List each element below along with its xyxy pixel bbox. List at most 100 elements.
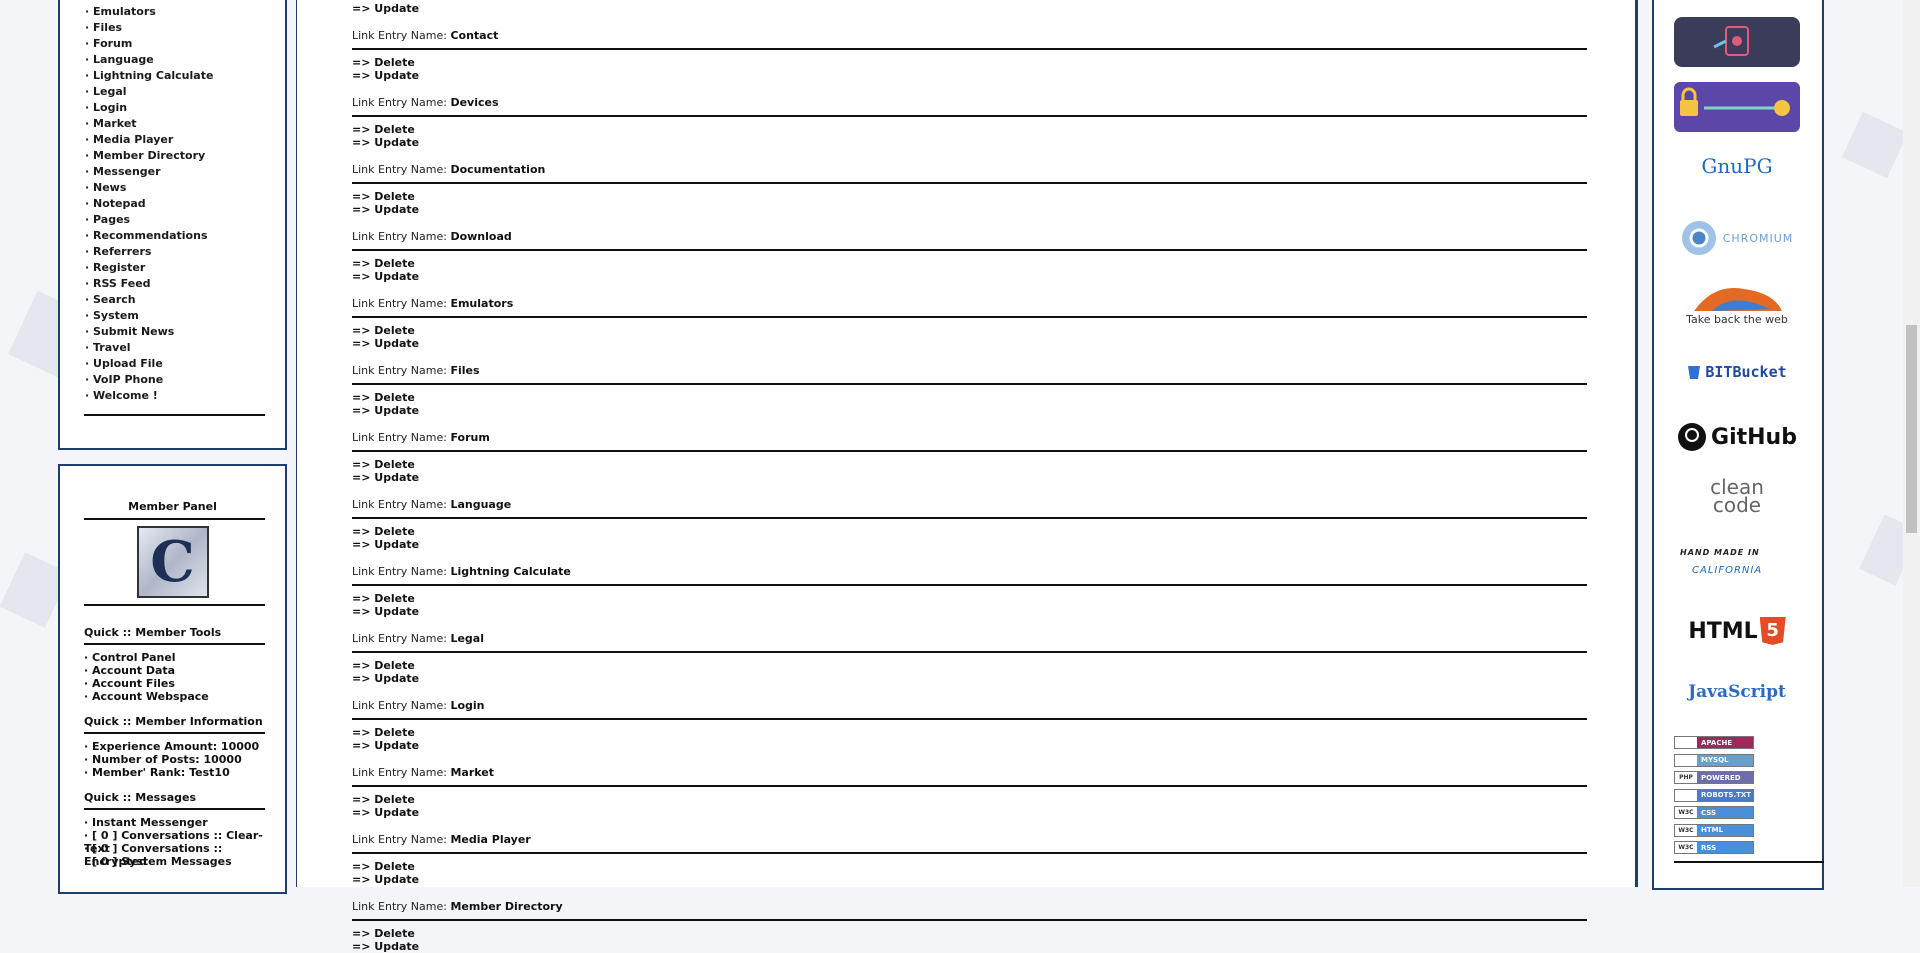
- delete-link[interactable]: => Delete: [352, 123, 415, 136]
- clean-code-badge[interactable]: clean code: [1674, 477, 1800, 526]
- delete-link[interactable]: => Delete: [352, 525, 415, 538]
- delete-link[interactable]: => Delete: [352, 793, 415, 806]
- update-link[interactable]: => Update: [352, 404, 420, 417]
- html5-badge[interactable]: HTML 5: [1674, 614, 1800, 648]
- update-link[interactable]: => Update: [352, 69, 420, 82]
- link-entry: Link Entry Name: Emulators => Delete => Up…: [352, 297, 1587, 350]
- delete-link[interactable]: => Delete: [352, 458, 415, 471]
- member-tool-link[interactable]: · Account Data: [84, 664, 176, 677]
- nav-link[interactable]: · Notepad: [85, 197, 146, 210]
- link-entry-label: Link Entry Name:: [352, 565, 447, 578]
- update-link[interactable]: => Update: [352, 136, 420, 149]
- link-entry-name: Link Entry Name: Documentation: [352, 163, 1587, 177]
- delete-link[interactable]: => Delete: [352, 860, 415, 873]
- nav-link[interactable]: · Login: [85, 101, 128, 114]
- nav-link[interactable]: · Member Directory: [85, 149, 206, 162]
- nav-link[interactable]: · Recommendations: [85, 229, 208, 242]
- update-link[interactable]: => Update: [352, 605, 420, 618]
- nav-link[interactable]: · Messenger: [85, 165, 161, 178]
- mini-badge[interactable]: ROBOTS.TXT: [1674, 788, 1754, 802]
- bitbucket-icon: [1688, 366, 1701, 379]
- firefox-badge[interactable]: Take back the web: [1674, 283, 1800, 329]
- link-entry-name: Link Entry Name: Emulators: [352, 297, 1587, 311]
- scrollbar-thumb[interactable]: [1906, 325, 1917, 533]
- link-entry: Link Entry Name: Files => Delete => Update: [352, 364, 1587, 417]
- member-info-item: · Number of Posts: 10000: [84, 753, 242, 766]
- nav-link[interactable]: · RSS Feed: [85, 277, 151, 290]
- chromium-badge[interactable]: CHROMIUM: [1674, 216, 1800, 260]
- delete-link[interactable]: => Delete: [352, 659, 415, 672]
- nav-link[interactable]: · Welcome !: [85, 389, 158, 402]
- mini-badge-right: MYSQL: [1697, 754, 1753, 766]
- update-link[interactable]: => Update: [352, 739, 420, 752]
- mini-badge[interactable]: PHP POWERED: [1674, 771, 1754, 784]
- encryption-badge[interactable]: [1674, 82, 1800, 132]
- security-badge[interactable]: [1674, 17, 1800, 67]
- message-link[interactable]: · [ 0 ] Conversations :: Clear-Text: [84, 829, 263, 855]
- delete-link[interactable]: => Delete: [352, 257, 415, 270]
- nav-link[interactable]: · Register: [85, 261, 146, 274]
- github-badge[interactable]: GitHub: [1674, 420, 1800, 454]
- member-info-item: · Member' Rank: Test10: [84, 766, 230, 779]
- nav-link[interactable]: · Language: [85, 53, 154, 66]
- message-link[interactable]: · [ 0 ] Conversations :: Encrypted: [84, 842, 223, 868]
- message-link[interactable]: · [ 0 ] System Messages: [84, 855, 232, 868]
- nav-link[interactable]: · System: [85, 309, 139, 322]
- delete-link[interactable]: => Delete: [352, 324, 415, 337]
- nav-link[interactable]: · Lightning Calculate: [85, 69, 214, 82]
- member-tool-link[interactable]: · Account Files: [84, 677, 175, 690]
- update-link[interactable]: => Update: [352, 806, 420, 819]
- mini-badge-right: HTML: [1697, 824, 1753, 836]
- update-link[interactable]: => Update: [352, 203, 420, 216]
- mini-badge[interactable]: APACHE: [1674, 736, 1754, 749]
- nav-link[interactable]: · Travel: [85, 341, 131, 354]
- delete-link[interactable]: => Delete: [352, 56, 415, 69]
- member-tool-link[interactable]: · Account Webspace: [84, 690, 209, 703]
- avatar[interactable]: C: [136, 526, 209, 598]
- member-tool-link[interactable]: · Control Panel: [84, 651, 176, 664]
- nav-link[interactable]: · Referrers: [85, 245, 152, 258]
- link-entry-label: Link Entry Name:: [352, 29, 447, 42]
- delete-link[interactable]: => Delete: [352, 391, 415, 404]
- main-content: => Update Link Entry Name: Contact => Del…: [296, 0, 1638, 953]
- delete-link[interactable]: => Delete: [352, 190, 415, 203]
- mini-badge[interactable]: W3C HTML: [1674, 823, 1754, 837]
- divider: [84, 643, 265, 645]
- update-link[interactable]: => Update: [352, 270, 420, 283]
- bitbucket-badge[interactable]: BITBucket: [1674, 360, 1800, 384]
- nav-link[interactable]: · News: [85, 181, 127, 194]
- update-link[interactable]: => Update: [352, 672, 420, 685]
- javascript-badge[interactable]: JavaScript: [1674, 672, 1800, 712]
- mini-badge[interactable]: W3C CSS: [1674, 806, 1754, 819]
- nav-link[interactable]: · Market: [85, 117, 137, 130]
- nav-link[interactable]: · Legal: [85, 85, 127, 98]
- nav-link[interactable]: · Submit News: [85, 325, 175, 338]
- delete-link[interactable]: => Delete: [352, 927, 415, 940]
- delete-link[interactable]: => Delete: [352, 726, 415, 739]
- page-scrollbar[interactable]: [1903, 0, 1920, 887]
- mini-badge[interactable]: MYSQL: [1674, 753, 1754, 767]
- update-link[interactable]: => Update: [352, 873, 420, 886]
- update-link[interactable]: => Update: [352, 337, 420, 350]
- nav-link[interactable]: · Media Player: [85, 133, 174, 146]
- update-link[interactable]: => Update: [352, 538, 420, 551]
- nav-link[interactable]: · Files: [85, 21, 123, 34]
- link-entry: Link Entry Name: Language => Delete => Upd…: [352, 498, 1587, 551]
- message-link[interactable]: · Instant Messenger: [84, 816, 208, 829]
- nav-link[interactable]: · VoIP Phone: [85, 373, 164, 386]
- nav-link[interactable]: · Search: [85, 293, 136, 306]
- delete-link[interactable]: => Delete: [352, 592, 415, 605]
- gnupg-logo: GnuPG: [1701, 154, 1773, 178]
- nav-link[interactable]: · Pages: [85, 213, 131, 226]
- update-link[interactable]: => Update: [352, 471, 420, 484]
- update-link[interactable]: => Update: [352, 940, 420, 953]
- update-link[interactable]: => Update: [352, 2, 420, 15]
- handmade-badge[interactable]: HAND MADE IN CALIFORNIA: [1674, 548, 1800, 594]
- nav-link[interactable]: · Forum: [85, 37, 133, 50]
- mini-badge[interactable]: W3C RSS: [1674, 841, 1754, 854]
- link-entry-name: Link Entry Name: Devices: [352, 96, 1587, 110]
- nav-link[interactable]: · Upload File: [85, 357, 163, 370]
- mini-badge-right: APACHE: [1697, 737, 1753, 748]
- gnupg-badge[interactable]: GnuPG: [1674, 154, 1800, 194]
- nav-link[interactable]: · Emulators: [85, 5, 156, 18]
